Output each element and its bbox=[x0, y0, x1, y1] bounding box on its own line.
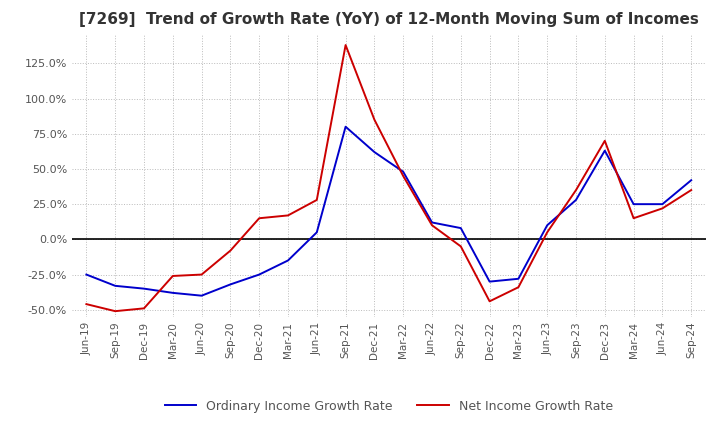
Ordinary Income Growth Rate bbox=[687, 178, 696, 183]
Net Income Growth Rate bbox=[168, 273, 177, 279]
Ordinary Income Growth Rate bbox=[629, 202, 638, 207]
Ordinary Income Growth Rate bbox=[140, 286, 148, 291]
Ordinary Income Growth Rate bbox=[226, 282, 235, 287]
Ordinary Income Growth Rate bbox=[197, 293, 206, 298]
Ordinary Income Growth Rate bbox=[485, 279, 494, 284]
Ordinary Income Growth Rate bbox=[111, 283, 120, 289]
Ordinary Income Growth Rate bbox=[658, 202, 667, 207]
Net Income Growth Rate bbox=[284, 213, 292, 218]
Net Income Growth Rate bbox=[226, 248, 235, 253]
Net Income Growth Rate bbox=[370, 117, 379, 122]
Ordinary Income Growth Rate bbox=[600, 148, 609, 153]
Net Income Growth Rate bbox=[514, 285, 523, 290]
Title: [7269]  Trend of Growth Rate (YoY) of 12-Month Moving Sum of Incomes: [7269] Trend of Growth Rate (YoY) of 12-… bbox=[79, 12, 698, 27]
Net Income Growth Rate bbox=[629, 216, 638, 221]
Ordinary Income Growth Rate bbox=[82, 272, 91, 277]
Ordinary Income Growth Rate bbox=[168, 290, 177, 296]
Net Income Growth Rate bbox=[341, 42, 350, 48]
Net Income Growth Rate bbox=[456, 244, 465, 249]
Net Income Growth Rate bbox=[140, 306, 148, 311]
Ordinary Income Growth Rate bbox=[284, 258, 292, 263]
Ordinary Income Growth Rate bbox=[543, 223, 552, 228]
Net Income Growth Rate bbox=[428, 223, 436, 228]
Ordinary Income Growth Rate bbox=[255, 272, 264, 277]
Line: Ordinary Income Growth Rate: Ordinary Income Growth Rate bbox=[86, 127, 691, 296]
Net Income Growth Rate bbox=[572, 187, 580, 193]
Net Income Growth Rate bbox=[658, 206, 667, 211]
Ordinary Income Growth Rate bbox=[428, 220, 436, 225]
Ordinary Income Growth Rate bbox=[341, 124, 350, 129]
Net Income Growth Rate bbox=[197, 272, 206, 277]
Ordinary Income Growth Rate bbox=[514, 276, 523, 282]
Ordinary Income Growth Rate bbox=[572, 197, 580, 202]
Ordinary Income Growth Rate bbox=[312, 230, 321, 235]
Net Income Growth Rate bbox=[82, 301, 91, 307]
Net Income Growth Rate bbox=[255, 216, 264, 221]
Net Income Growth Rate bbox=[687, 187, 696, 193]
Line: Net Income Growth Rate: Net Income Growth Rate bbox=[86, 45, 691, 311]
Ordinary Income Growth Rate bbox=[456, 225, 465, 231]
Ordinary Income Growth Rate bbox=[370, 150, 379, 155]
Net Income Growth Rate bbox=[111, 308, 120, 314]
Net Income Growth Rate bbox=[485, 299, 494, 304]
Net Income Growth Rate bbox=[543, 230, 552, 235]
Net Income Growth Rate bbox=[312, 197, 321, 202]
Net Income Growth Rate bbox=[600, 138, 609, 143]
Ordinary Income Growth Rate bbox=[399, 169, 408, 174]
Legend: Ordinary Income Growth Rate, Net Income Growth Rate: Ordinary Income Growth Rate, Net Income … bbox=[160, 395, 618, 418]
Net Income Growth Rate bbox=[399, 173, 408, 179]
